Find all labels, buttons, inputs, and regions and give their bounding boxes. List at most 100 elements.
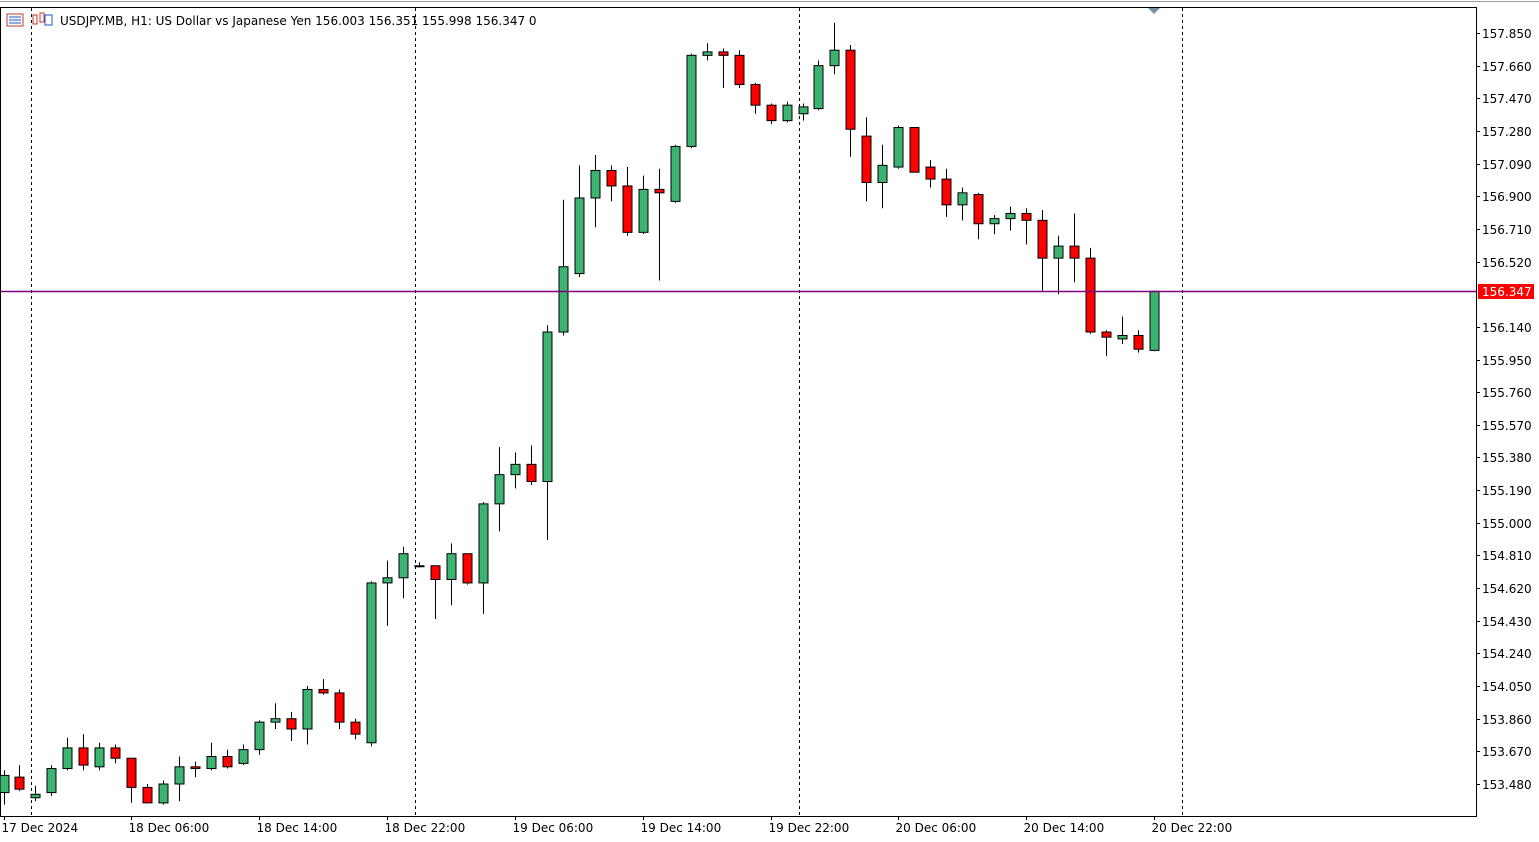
candle bbox=[222, 749, 233, 769]
candle-body bbox=[238, 749, 249, 764]
candle-body bbox=[14, 776, 25, 790]
time-axis[interactable]: 17 Dec 2024 18 Dec 06:00 18 Dec 14:00 18 De… bbox=[2, 816, 1233, 835]
candle bbox=[925, 160, 936, 188]
candle bbox=[654, 168, 665, 281]
candle-body bbox=[893, 127, 904, 168]
candle bbox=[1133, 330, 1144, 353]
candle-body bbox=[782, 104, 793, 122]
candle-body bbox=[0, 774, 10, 794]
y-tick-label: 154.050 bbox=[1482, 680, 1532, 694]
x-tick-label: 20 Dec 06:00 bbox=[896, 821, 977, 835]
candle bbox=[302, 686, 313, 745]
candle-body bbox=[398, 553, 409, 579]
candle bbox=[782, 101, 793, 123]
candle-body bbox=[302, 688, 313, 730]
candle-body bbox=[989, 218, 1000, 225]
candle bbox=[110, 744, 121, 764]
candle-body bbox=[973, 194, 984, 225]
bid-line-group: 156.347 bbox=[1, 284, 1534, 299]
candle-body bbox=[286, 718, 297, 730]
candle bbox=[478, 502, 489, 614]
y-tick-label: 155.000 bbox=[1482, 517, 1532, 531]
symbol-header: USDJPY.MB, H1: US Dollar vs Japanese Yen… bbox=[6, 12, 537, 28]
candle-body bbox=[1085, 257, 1096, 333]
candle-body bbox=[174, 766, 185, 785]
candle bbox=[30, 785, 41, 802]
shift-marker-icon[interactable] bbox=[1148, 8, 1160, 14]
candle-body bbox=[222, 756, 233, 768]
candle-body bbox=[414, 565, 425, 568]
candle bbox=[1037, 210, 1048, 291]
candle-body bbox=[46, 768, 57, 794]
candle-body bbox=[430, 565, 441, 580]
candle bbox=[670, 144, 681, 204]
candle-body bbox=[478, 503, 489, 584]
candle bbox=[254, 720, 265, 755]
chart-type-icon[interactable] bbox=[32, 12, 53, 26]
candle-body bbox=[510, 463, 521, 476]
candle bbox=[734, 50, 745, 88]
candle-body bbox=[526, 463, 537, 483]
candle bbox=[1069, 213, 1080, 283]
x-tick-label: 19 Dec 14:00 bbox=[641, 821, 722, 835]
price-axis[interactable]: 157.850 157.660 157.470 157.280 157.090 156.9… bbox=[1476, 27, 1532, 792]
last-price-tag bbox=[1478, 284, 1534, 299]
y-tick-label: 155.380 bbox=[1482, 451, 1532, 465]
candle bbox=[526, 445, 537, 485]
y-tick-label: 155.190 bbox=[1482, 484, 1532, 498]
candle bbox=[813, 60, 824, 111]
candle-body bbox=[861, 135, 872, 184]
candle bbox=[238, 744, 249, 766]
y-tick-label: 157.660 bbox=[1482, 60, 1532, 74]
candle-body bbox=[1053, 245, 1064, 259]
y-tick-label: 155.570 bbox=[1482, 419, 1532, 433]
candle-body bbox=[30, 793, 41, 799]
candle bbox=[638, 175, 649, 235]
candle bbox=[1117, 316, 1128, 345]
candle bbox=[126, 757, 137, 803]
candle bbox=[14, 765, 25, 791]
candle-body bbox=[845, 49, 856, 130]
candle-body bbox=[334, 692, 345, 723]
y-tick-label: 157.470 bbox=[1482, 92, 1532, 106]
y-tick-label: 156.710 bbox=[1482, 223, 1532, 237]
candle-body bbox=[446, 553, 457, 580]
candle bbox=[861, 117, 872, 202]
candles bbox=[0, 22, 1160, 805]
x-tick-label: 19 Dec 22:00 bbox=[769, 821, 850, 835]
candle-body bbox=[829, 49, 840, 67]
candle-body bbox=[686, 54, 697, 147]
candle-body bbox=[766, 104, 777, 122]
candle bbox=[270, 703, 281, 730]
candle bbox=[941, 168, 952, 217]
candle-body bbox=[734, 54, 745, 86]
candle bbox=[334, 689, 345, 730]
y-tick-label: 153.860 bbox=[1482, 713, 1532, 727]
candle bbox=[382, 560, 393, 626]
candle bbox=[142, 784, 153, 804]
candle bbox=[350, 718, 361, 740]
candle-body bbox=[1037, 219, 1048, 259]
candle-body bbox=[142, 786, 153, 804]
candle-body bbox=[94, 747, 105, 768]
candle bbox=[893, 125, 904, 169]
candle-body bbox=[941, 178, 952, 206]
candle bbox=[286, 711, 297, 742]
candle bbox=[909, 127, 920, 173]
y-tick-label: 154.240 bbox=[1482, 647, 1532, 661]
x-tick-label: 18 Dec 06:00 bbox=[129, 821, 210, 835]
candle bbox=[414, 562, 425, 568]
candle bbox=[973, 192, 984, 240]
candle bbox=[766, 103, 777, 125]
plot-frame bbox=[0, 7, 1477, 817]
chart-list-icon[interactable] bbox=[6, 13, 24, 27]
y-tick-label: 156.520 bbox=[1482, 256, 1532, 270]
candle bbox=[829, 22, 840, 75]
candle bbox=[590, 155, 601, 228]
candle bbox=[798, 103, 809, 121]
y-tick-label: 153.480 bbox=[1482, 778, 1532, 792]
candle bbox=[446, 543, 457, 606]
candle-body bbox=[1021, 212, 1032, 221]
